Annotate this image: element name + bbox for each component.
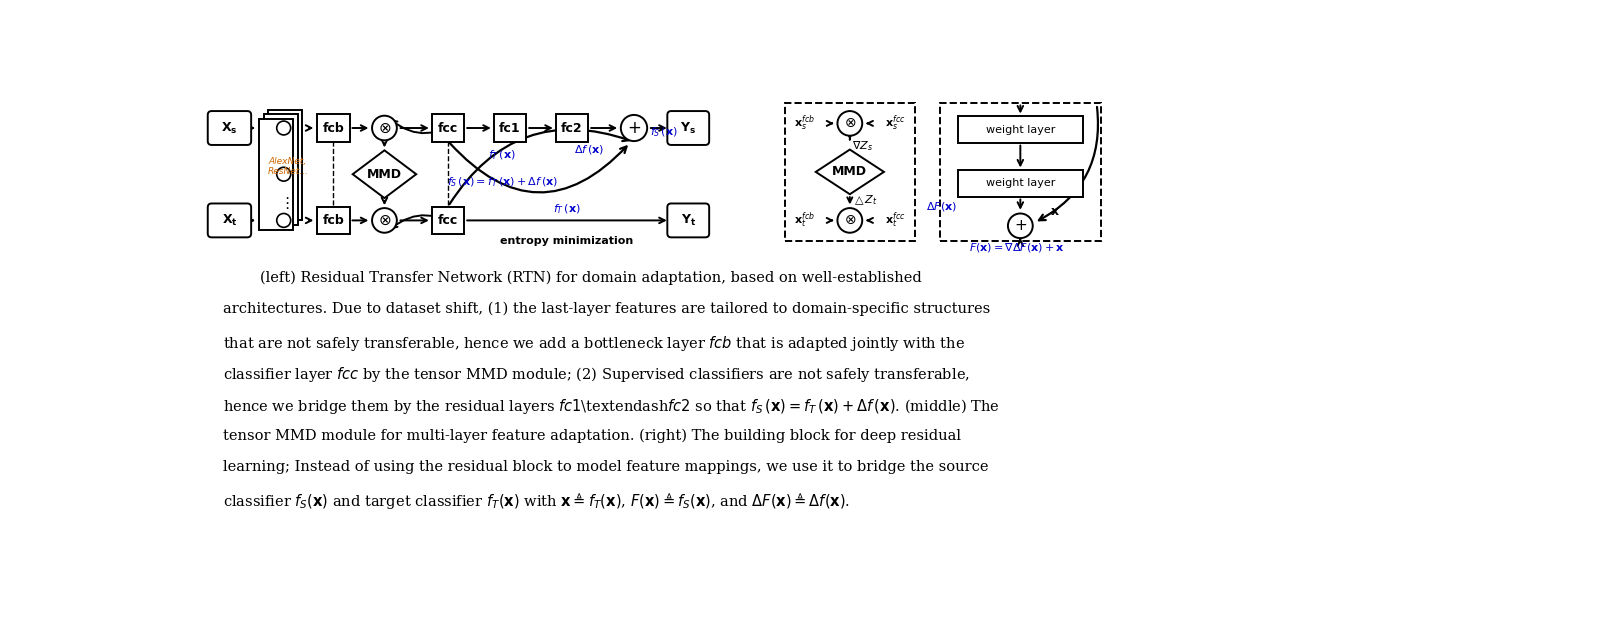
- Text: architectures. Due to dataset shift, (1) the last-layer features are tailored to: architectures. Due to dataset shift, (1)…: [224, 302, 990, 316]
- Text: $f_S\,(\mathbf{x})=f_T\,(\mathbf{x})+\Delta f\,(\mathbf{x})$: $f_S\,(\mathbf{x})=f_T\,(\mathbf{x})+\De…: [446, 175, 558, 188]
- FancyBboxPatch shape: [317, 114, 349, 142]
- Text: learning; Instead of using the residual block to model feature mappings, we use : learning; Instead of using the residual …: [224, 460, 989, 474]
- Polygon shape: [352, 150, 416, 198]
- FancyBboxPatch shape: [667, 203, 709, 237]
- FancyBboxPatch shape: [208, 111, 251, 145]
- Text: MMD: MMD: [832, 165, 867, 178]
- FancyBboxPatch shape: [208, 203, 251, 237]
- Text: $+$: $+$: [627, 119, 642, 137]
- FancyBboxPatch shape: [259, 119, 293, 230]
- Text: AlexNet,
ResNet...: AlexNet, ResNet...: [269, 157, 309, 176]
- Text: $\mathbf{x}_s^{fcb}$: $\mathbf{x}_s^{fcb}$: [795, 114, 816, 133]
- Text: $\mathbf{x}_t^{fcb}$: $\mathbf{x}_t^{fcb}$: [795, 211, 816, 230]
- Text: $F(\mathbf{x})=\nabla\Delta F(\mathbf{x})+\mathbf{x}$: $F(\mathbf{x})=\nabla\Delta F(\mathbf{x}…: [968, 241, 1064, 254]
- FancyBboxPatch shape: [317, 207, 349, 234]
- Text: fcc: fcc: [438, 214, 458, 227]
- FancyBboxPatch shape: [555, 114, 589, 142]
- Text: MMD: MMD: [366, 168, 402, 181]
- Text: $\mathbf{x}$: $\mathbf{x}$: [1050, 205, 1061, 218]
- Text: $\mathbf{x}_s^{fcc}$: $\mathbf{x}_s^{fcc}$: [885, 114, 906, 133]
- FancyBboxPatch shape: [264, 114, 298, 225]
- Circle shape: [837, 208, 862, 233]
- FancyBboxPatch shape: [786, 102, 915, 241]
- Text: $\vdots$: $\vdots$: [278, 195, 290, 212]
- Circle shape: [277, 121, 291, 135]
- Text: fc2: fc2: [562, 122, 582, 135]
- FancyBboxPatch shape: [269, 110, 302, 220]
- Text: $f_T\,(\mathbf{x})$: $f_T\,(\mathbf{x})$: [552, 203, 581, 217]
- Circle shape: [621, 115, 646, 141]
- Text: $\Delta F(\mathbf{x})$: $\Delta F(\mathbf{x})$: [926, 200, 957, 213]
- Text: classifier layer $\mathit{fcc}$ by the tensor MMD module; (2) Supervised classif: classifier layer $\mathit{fcc}$ by the t…: [224, 365, 970, 384]
- Text: $f_T\,(\mathbf{x})$: $f_T\,(\mathbf{x})$: [488, 148, 517, 162]
- Text: $\otimes$: $\otimes$: [378, 120, 390, 135]
- Text: $\mathbf{x}_t^{fcc}$: $\mathbf{x}_t^{fcc}$: [885, 211, 906, 230]
- Text: $\mathbf{Y_t}$: $\mathbf{Y_t}$: [680, 213, 696, 228]
- Text: classifier $f_S(\mathbf{x})$ and target classifier $f_T(\mathbf{x})$ with $\math: classifier $f_S(\mathbf{x})$ and target …: [224, 492, 850, 512]
- Text: tensor MMD module for multi-layer feature adaptation. (right) The building block: tensor MMD module for multi-layer featur…: [224, 428, 962, 442]
- Text: $\mathbf{Y_s}$: $\mathbf{Y_s}$: [680, 120, 696, 135]
- Polygon shape: [816, 150, 883, 194]
- Circle shape: [373, 115, 397, 140]
- Text: hence we bridge them by the residual layers $\mathit{fc1}$\textendash$\mathit{fc: hence we bridge them by the residual lay…: [224, 397, 1000, 416]
- Text: $\otimes$: $\otimes$: [378, 213, 390, 228]
- Text: fc1: fc1: [499, 122, 522, 135]
- Text: weight layer: weight layer: [986, 178, 1054, 188]
- Text: fcb: fcb: [323, 214, 344, 227]
- Circle shape: [277, 213, 291, 227]
- Text: fcb: fcb: [323, 122, 344, 135]
- Text: $\mathbf{X_s}$: $\mathbf{X_s}$: [221, 120, 238, 135]
- FancyBboxPatch shape: [432, 207, 464, 234]
- Text: $\Delta f\,(\mathbf{x})$: $\Delta f\,(\mathbf{x})$: [574, 144, 605, 157]
- Circle shape: [837, 111, 862, 135]
- Circle shape: [373, 208, 397, 233]
- Text: $\nabla Z_s$: $\nabla Z_s$: [853, 140, 874, 154]
- FancyBboxPatch shape: [957, 117, 1083, 143]
- FancyBboxPatch shape: [957, 170, 1083, 197]
- Text: entropy minimization: entropy minimization: [499, 236, 634, 246]
- FancyBboxPatch shape: [667, 111, 709, 145]
- Circle shape: [277, 167, 291, 181]
- Text: $\triangle Z_t$: $\triangle Z_t$: [853, 193, 878, 207]
- FancyBboxPatch shape: [432, 114, 464, 142]
- Text: $+$: $+$: [1014, 218, 1027, 233]
- FancyBboxPatch shape: [494, 114, 526, 142]
- Text: $f_S\,(\mathbf{x})$: $f_S\,(\mathbf{x})$: [650, 125, 677, 139]
- Text: fcc: fcc: [438, 122, 458, 135]
- FancyBboxPatch shape: [941, 102, 1101, 241]
- Text: that are not safely transferable, hence we add a bottleneck layer $\mathit{fcb}$: that are not safely transferable, hence …: [224, 334, 965, 353]
- Text: $\mathbf{X_t}$: $\mathbf{X_t}$: [221, 213, 237, 228]
- Text: (left) Residual Transfer Network (RTN) for domain adaptation, based on well-esta: (left) Residual Transfer Network (RTN) f…: [224, 270, 922, 285]
- Text: $\otimes$: $\otimes$: [843, 213, 856, 227]
- Circle shape: [1008, 213, 1032, 238]
- Text: $\otimes$: $\otimes$: [843, 117, 856, 130]
- Text: weight layer: weight layer: [986, 125, 1054, 135]
